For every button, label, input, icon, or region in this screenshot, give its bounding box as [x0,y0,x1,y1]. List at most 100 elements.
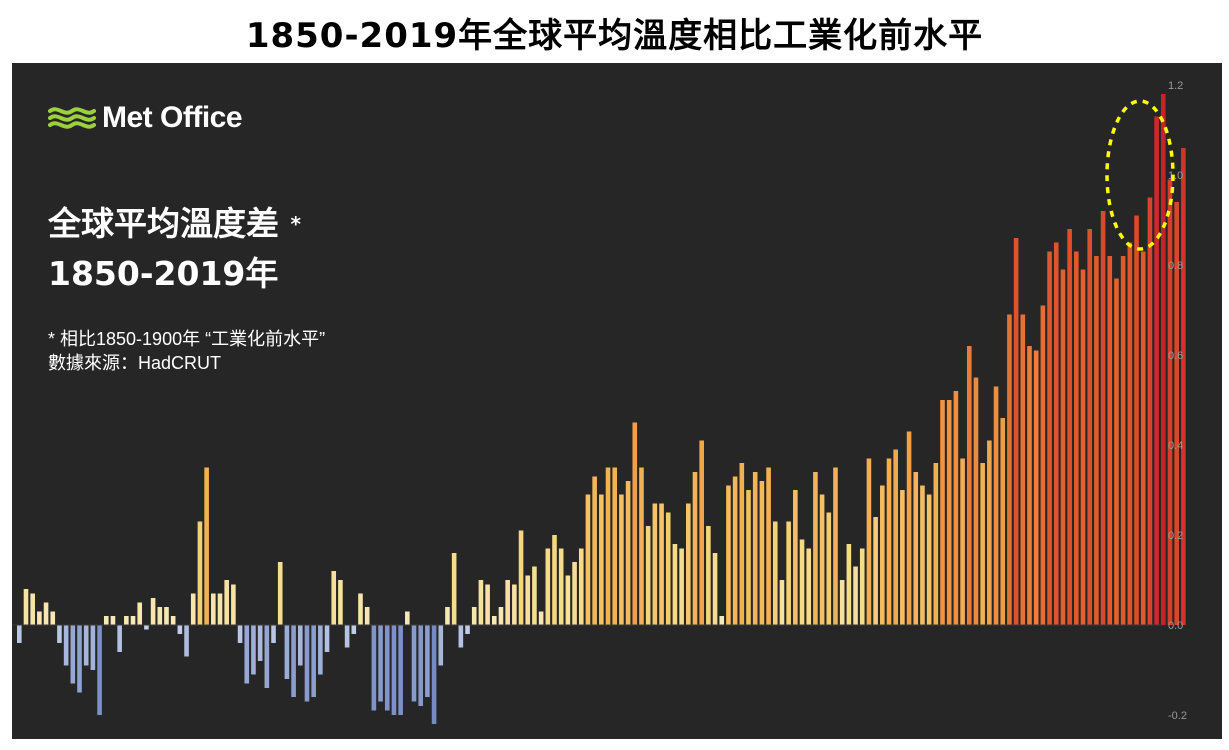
bar-1877 [197,521,203,625]
bar-1932 [565,575,571,625]
bar-1869 [144,625,149,630]
highlight-ellipse [1105,99,1175,251]
bar-1946 [659,503,664,625]
bar-1937 [599,494,604,625]
bar-1913 [438,625,444,666]
bar-1950 [686,503,691,625]
bar-2015 [1120,256,1126,625]
bar-1966 [793,490,798,625]
bar-1956 [726,485,731,625]
bar-2022 [1167,179,1173,625]
bar-1979 [880,485,885,625]
bar-1899 [344,625,350,648]
bar-1921 [491,616,497,625]
y-tick-label: 0.2 [1168,530,1183,542]
bar-1926 [525,575,531,625]
bar-1883 [237,625,243,643]
bar-1871 [157,607,163,625]
bar-1873 [170,616,176,625]
bar-1916 [458,625,464,648]
bar-1931 [558,548,564,625]
bar-1865 [117,625,122,652]
bar-1960 [752,472,758,625]
bar-1891 [291,625,296,697]
bar-1958 [739,463,745,625]
bar-1996 [993,386,999,625]
bar-2007 [1067,229,1072,625]
bar-1948 [672,544,678,625]
heading-star: * [290,212,301,236]
bar-1919 [478,580,484,625]
bar-1888 [271,625,276,643]
bar-1898 [338,580,343,625]
bar-1902 [364,607,370,625]
bar-1986 [926,494,932,625]
bar-1954 [712,553,718,625]
bar-1906 [391,625,397,715]
bar-1963 [772,521,778,625]
bar-1970 [819,494,825,625]
bar-1951 [692,472,698,625]
bar-1940 [619,494,624,625]
bar-2021 [1160,94,1166,625]
bar-1875 [184,625,189,657]
bar-1985 [920,485,925,625]
bar-1965 [786,521,791,625]
bar-1981 [893,449,898,625]
bar-1999 [1013,238,1019,625]
bar-1852 [30,593,35,625]
bar-2005 [1053,242,1059,625]
bar-1962 [766,467,771,625]
bar-1927 [532,566,537,625]
bar-1870 [150,598,156,625]
bar-1880 [217,593,223,625]
bar-1947 [665,512,671,625]
bar-1918 [471,607,477,625]
bar-1934 [578,548,584,625]
bar-2002 [1033,350,1039,625]
bar-1991 [960,458,965,625]
y-axis-ticks: 1.2 1.0 0.8 0.6 0.4 0.2 0.0 -0.2 [1168,80,1187,722]
y-tick-label: 1.2 [1168,80,1183,92]
bar-2009 [1080,269,1086,625]
bar-1982 [900,490,905,625]
bar-1964 [779,580,785,625]
bar-1858 [70,625,76,684]
bar-1895 [318,625,323,675]
bar-1882 [231,584,236,625]
bar-1957 [732,476,738,625]
bar-1912 [431,625,437,724]
bar-group [17,94,1186,724]
bar-1850 [17,625,22,643]
bar-1949 [679,548,684,625]
bar-1864 [110,616,116,625]
bar-2012 [1100,211,1106,625]
heading-line2: 1850-2019年 [48,254,279,293]
chart-panel: 1.2 1.0 0.8 0.6 0.4 0.2 0.0 -0.2 Met Office 全球平… [12,63,1222,739]
bar-1855 [50,611,56,625]
bar-1884 [244,625,250,684]
bar-1998 [1007,314,1012,625]
bar-2010 [1087,229,1092,625]
bar-1859 [77,625,82,693]
bar-1933 [572,562,577,625]
bar-1987 [933,463,939,625]
bar-1881 [224,580,229,625]
bar-1857 [63,625,69,666]
bar-1904 [378,625,383,702]
bar-1983 [906,431,912,625]
bar-1977 [866,458,872,625]
bar-2006 [1060,269,1066,625]
bar-1930 [552,535,557,625]
bar-2017 [1134,215,1139,625]
y-tick-label: 0.6 [1168,350,1183,362]
bar-1924 [512,584,517,625]
bar-1879 [211,593,216,625]
bar-2000 [1020,314,1026,625]
bar-1939 [612,467,618,625]
bar-1867 [130,616,136,625]
chart-heading: 全球平均溫度差 * 1850-2019年 [48,199,301,299]
y-tick-label: 0.8 [1168,260,1183,272]
bar-1975 [853,566,858,625]
met-office-wave-icon [48,107,96,129]
